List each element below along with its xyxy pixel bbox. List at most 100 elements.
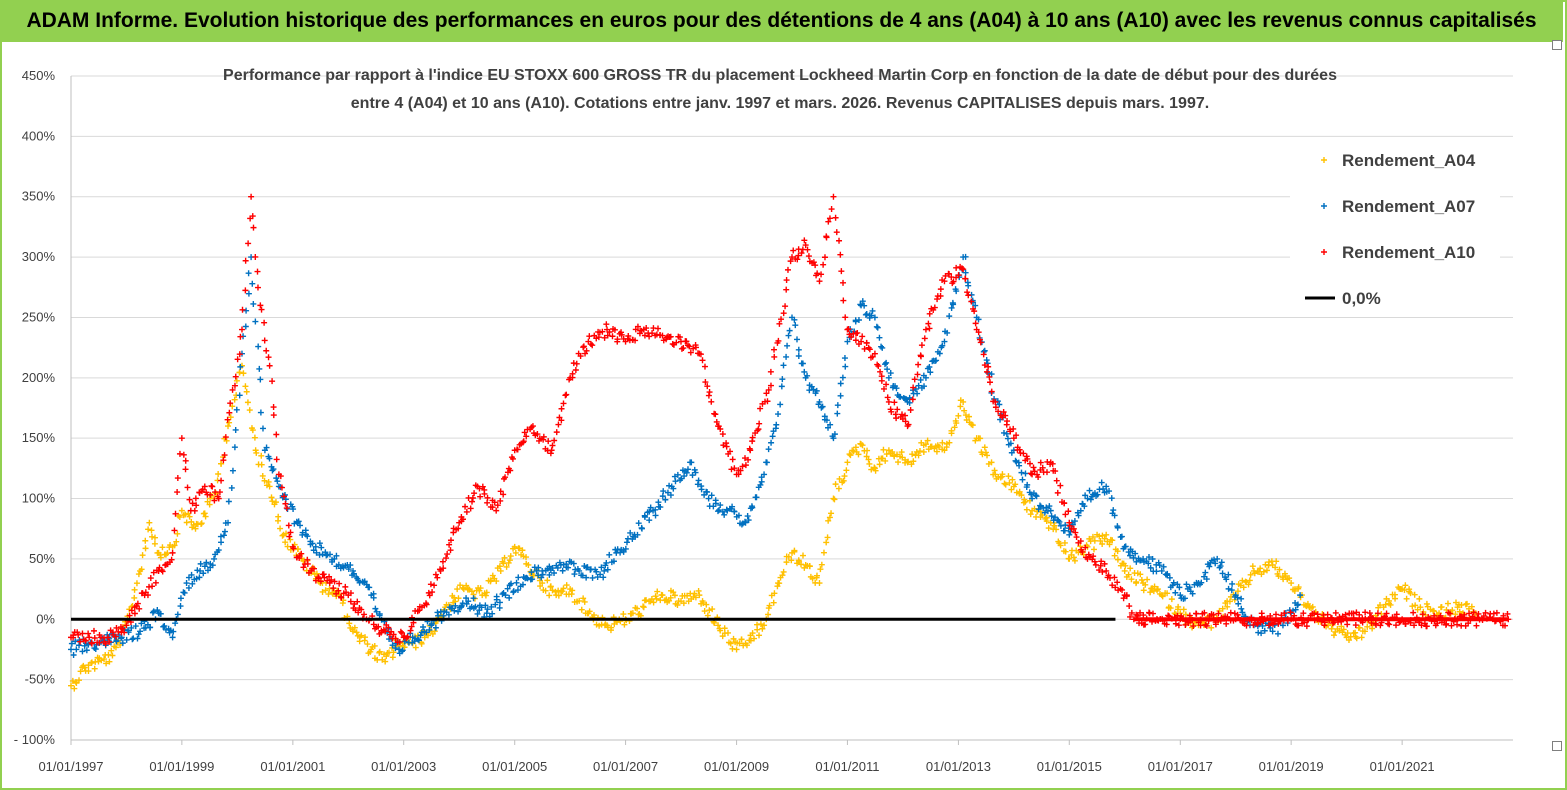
data-point <box>745 456 752 463</box>
data-point <box>767 368 774 375</box>
data-point <box>608 624 615 631</box>
data-point <box>700 599 707 606</box>
data-point <box>415 637 422 644</box>
data-point <box>868 466 875 473</box>
data-point <box>694 481 701 488</box>
data-point <box>580 343 587 350</box>
data-point <box>1164 570 1171 577</box>
resize-handle-top-right[interactable] <box>1552 40 1562 50</box>
y-tick-label: 0% <box>36 611 55 626</box>
data-point <box>939 439 946 446</box>
data-point <box>134 600 141 607</box>
data-point <box>427 581 434 588</box>
data-point <box>1082 544 1089 551</box>
data-point <box>640 604 647 611</box>
data-point <box>773 421 780 428</box>
data-point <box>939 342 946 349</box>
data-point <box>1012 481 1019 488</box>
data-point <box>249 280 256 287</box>
data-point <box>489 610 496 617</box>
data-point <box>1120 595 1127 602</box>
data-point <box>243 388 250 395</box>
data-point <box>1377 622 1384 629</box>
data-point <box>832 214 839 221</box>
data-point <box>818 561 825 568</box>
data-point <box>209 483 216 490</box>
data-point <box>1000 429 1007 436</box>
data-point <box>729 503 736 510</box>
data-point <box>261 319 268 326</box>
data-point <box>842 314 849 321</box>
data-point <box>1075 512 1082 519</box>
data-point <box>253 449 260 456</box>
data-point <box>147 575 154 582</box>
data-point <box>733 646 740 653</box>
data-point <box>804 246 811 253</box>
data-point <box>889 448 896 455</box>
data-point <box>351 624 358 631</box>
data-point <box>831 431 838 438</box>
data-point <box>261 337 268 344</box>
data-point <box>331 578 338 585</box>
data-point <box>816 398 823 405</box>
data-point <box>361 611 368 618</box>
data-point <box>1077 507 1084 514</box>
data-point <box>894 406 901 413</box>
data-point <box>573 360 580 367</box>
data-point <box>499 591 506 598</box>
legend-label: Rendement_A07 <box>1342 197 1475 216</box>
data-point <box>816 580 823 587</box>
resize-handle-bottom-right[interactable] <box>1552 741 1562 751</box>
data-point <box>462 503 469 510</box>
data-point <box>1260 568 1267 575</box>
data-point <box>1274 630 1281 637</box>
data-point <box>1099 568 1106 575</box>
data-point <box>780 310 787 317</box>
data-point <box>846 451 853 458</box>
data-point <box>802 242 809 249</box>
data-point <box>771 346 778 353</box>
data-point <box>259 425 266 432</box>
axis-layer: - 100% -50% 0% 50% 100% 150% 200% 250% 300% 350% 4… <box>14 68 1513 774</box>
data-point <box>408 623 415 630</box>
data-point <box>428 620 435 627</box>
data-point <box>872 467 879 474</box>
data-point <box>1032 492 1039 499</box>
data-point <box>944 329 951 336</box>
data-point <box>355 609 362 616</box>
data-point <box>813 387 820 394</box>
data-point <box>349 628 356 635</box>
data-point <box>727 640 734 647</box>
data-point <box>950 278 957 285</box>
data-point <box>207 491 214 498</box>
data-point <box>1446 610 1453 617</box>
data-point <box>672 478 679 485</box>
data-point <box>667 594 674 601</box>
data-point <box>1099 532 1106 539</box>
data-point <box>680 600 687 607</box>
data-point <box>893 385 900 392</box>
data-point <box>77 638 84 645</box>
y-tick-label: 50% <box>29 551 55 566</box>
data-point <box>500 491 507 498</box>
data-point <box>1052 468 1059 475</box>
data-point <box>1402 582 1409 589</box>
data-point <box>836 237 843 244</box>
data-point <box>960 266 967 273</box>
data-point <box>109 652 116 659</box>
data-point <box>1119 586 1126 593</box>
data-point <box>326 573 333 580</box>
data-point <box>459 516 466 523</box>
data-point <box>646 517 653 524</box>
data-point <box>629 610 636 617</box>
data-point <box>269 378 276 385</box>
data-point <box>198 520 205 527</box>
data-point <box>834 402 841 409</box>
data-point <box>373 608 380 615</box>
data-point <box>756 420 763 427</box>
data-point <box>434 574 441 581</box>
data-point <box>766 602 773 609</box>
data-point <box>1103 483 1110 490</box>
data-point <box>1295 622 1302 629</box>
data-point <box>646 333 653 340</box>
